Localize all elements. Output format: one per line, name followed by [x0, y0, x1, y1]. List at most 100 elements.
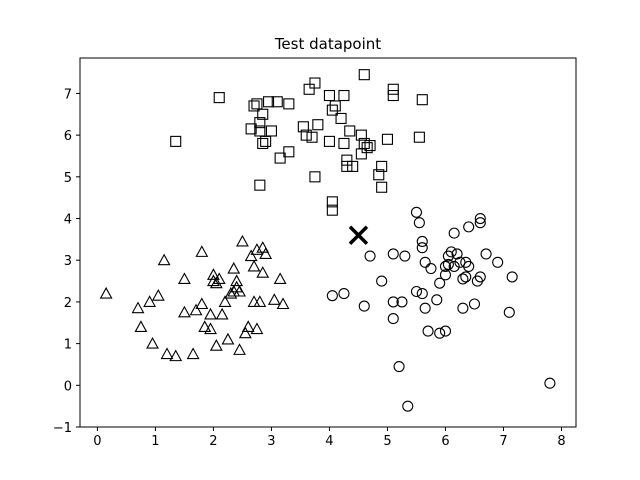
square-point	[338, 137, 350, 150]
circle-point	[474, 271, 486, 283]
circle-point	[439, 269, 452, 281]
square-point	[323, 89, 336, 102]
x-tick-label: 0	[93, 434, 101, 449]
circle-point	[506, 271, 518, 283]
circle-point	[454, 256, 466, 268]
circle-point	[463, 260, 475, 273]
square-point	[358, 69, 370, 81]
triangle-point	[146, 336, 159, 349]
circle-point	[338, 288, 350, 300]
square-point	[309, 171, 321, 183]
triangle-point	[247, 259, 261, 272]
triangle-point	[256, 241, 270, 253]
triangle-point	[177, 305, 191, 318]
square-point	[260, 135, 272, 147]
triangle-point	[221, 332, 235, 345]
chart-title: Test datapoint	[274, 35, 381, 53]
square-point	[376, 160, 388, 172]
circle-point	[358, 300, 370, 312]
square-point	[326, 204, 338, 216]
circle-point	[480, 248, 492, 260]
circle-point	[364, 250, 376, 262]
triangle-point	[233, 284, 246, 297]
y-tick-label: 0	[64, 379, 72, 394]
triangle-point	[250, 322, 264, 335]
square-point	[274, 152, 286, 164]
square-point	[341, 154, 353, 166]
triangle-point	[215, 307, 229, 320]
test-datapoint-x	[348, 225, 369, 245]
y-tick-label: 7	[64, 87, 72, 102]
y-tick-label: 6	[64, 129, 72, 144]
square-point	[344, 125, 356, 137]
circle-point	[445, 246, 457, 258]
circle-point	[416, 242, 428, 254]
square-point	[303, 83, 315, 95]
triangle-point	[206, 274, 220, 287]
circle-point	[387, 296, 399, 308]
x-tick-label: 2	[209, 434, 217, 449]
square-point	[283, 98, 295, 110]
square-point	[257, 137, 269, 150]
circle-point	[425, 263, 437, 275]
square-point	[262, 96, 275, 108]
triangle-point	[227, 261, 241, 274]
circle-point	[439, 325, 452, 337]
x-tick-label: 4	[325, 434, 333, 449]
square-point	[355, 148, 367, 160]
circle-point	[463, 221, 475, 233]
square-point	[309, 77, 321, 89]
triangle-point	[238, 326, 252, 339]
circle-point	[451, 248, 463, 260]
square-point	[254, 125, 266, 137]
triangle-point	[134, 320, 148, 332]
circle-point	[442, 258, 454, 270]
circle-point	[376, 275, 388, 287]
test-datapoint-stroke	[348, 225, 369, 245]
triangle-point	[206, 268, 220, 280]
square-point	[387, 83, 399, 95]
square-point	[335, 112, 347, 125]
triangle-point	[241, 320, 255, 332]
triangle-point	[157, 253, 171, 266]
triangle-point	[212, 272, 226, 285]
square-point	[373, 169, 385, 181]
triangle-point	[218, 295, 232, 307]
circle-point	[393, 360, 405, 373]
plot-marks	[99, 69, 556, 412]
square-point	[355, 129, 367, 141]
triangle-point	[224, 286, 238, 299]
circle-point	[387, 313, 399, 325]
circle-point	[416, 235, 428, 248]
square-point	[347, 160, 359, 172]
circle-point	[468, 298, 481, 310]
square-point	[387, 89, 399, 102]
triangle-point	[186, 347, 200, 360]
circle-point	[410, 285, 423, 298]
square-point	[248, 100, 260, 112]
circle-point	[434, 327, 446, 339]
triangle-point	[236, 234, 249, 247]
triangle-point	[143, 295, 157, 307]
triangle-point	[195, 297, 209, 310]
circle-point	[448, 260, 460, 273]
square-point	[338, 89, 350, 102]
triangle-point	[273, 272, 287, 285]
triangle-point	[151, 289, 165, 301]
x-tick-label: 1	[151, 434, 159, 449]
circle-point	[422, 325, 434, 337]
circle-point	[416, 288, 428, 300]
triangle-point	[253, 295, 267, 307]
triangle-point	[198, 320, 212, 332]
square-point	[170, 135, 182, 147]
x-tick-label: 6	[441, 434, 449, 449]
square-point	[416, 94, 428, 106]
circle-point	[419, 256, 431, 268]
y-tick-label: 2	[64, 296, 72, 311]
triangle-point	[160, 347, 174, 360]
square-point	[306, 131, 318, 143]
triangle-point	[99, 286, 113, 299]
square-point	[312, 119, 324, 131]
square-point	[381, 133, 394, 145]
